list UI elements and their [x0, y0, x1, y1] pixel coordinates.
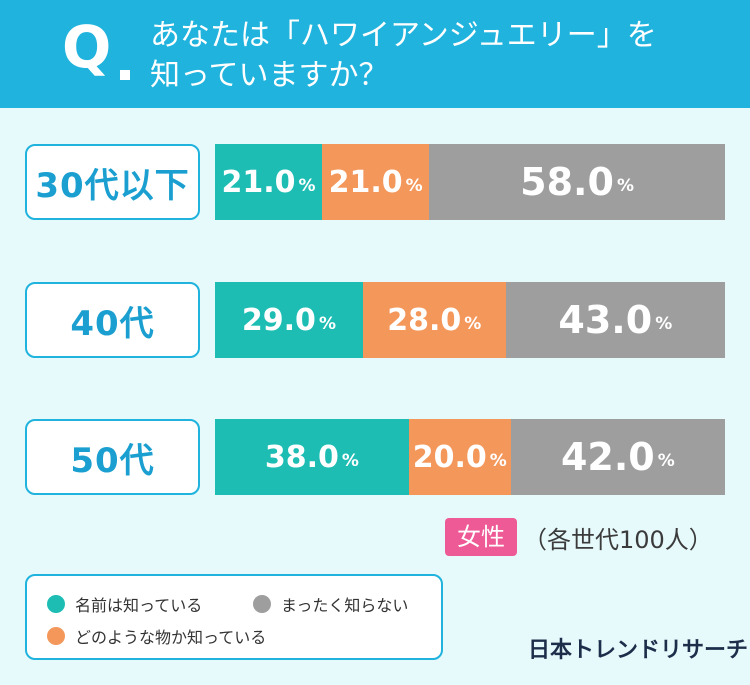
legend: 名前は知っている まったく知らない どのような物か知っている — [25, 574, 443, 660]
percent-sign: % — [341, 451, 359, 471]
legend-label: 名前は知っている — [75, 596, 203, 615]
legend-dot-orange — [47, 627, 65, 645]
gender-badge: 女性 — [445, 518, 517, 556]
bar-row: 21.0% 21.0% 58.0% — [215, 144, 725, 220]
q-mark: Q — [62, 13, 112, 81]
bar-segment: 29.0% — [215, 282, 363, 358]
data-label: 42.0 — [560, 435, 655, 479]
percent-sign: % — [405, 176, 423, 196]
bar-segment: 58.0% — [429, 144, 725, 220]
bar-segment: 21.0% — [322, 144, 430, 220]
legend-item-know-item: どのような物か知っている — [47, 624, 266, 648]
bar-segment: 20.0% — [408, 419, 511, 495]
data-label: 20.0 — [412, 439, 487, 475]
question-header: Q あなたは「ハワイアンジュエリー」を 知っていますか？ — [0, 0, 750, 108]
legend-item-know-name: 名前は知っている — [47, 592, 202, 616]
category-label: 30代以下 — [25, 144, 200, 220]
bar-segment: 42.0% — [510, 419, 725, 495]
brand-logo-text: 日本トレンドリサーチ — [528, 638, 749, 663]
sample-note: 女性 （各世代100人） — [445, 518, 713, 556]
sample-size-text: （各世代100人） — [523, 525, 713, 554]
percent-sign: % — [655, 314, 673, 334]
percent-sign: % — [616, 176, 634, 196]
legend-dot-teal — [47, 595, 65, 613]
legend-label: まったく知らない — [281, 596, 409, 615]
percent-sign: % — [489, 451, 507, 471]
bar-row: 38.0% 20.0% 42.0% — [215, 419, 725, 495]
data-label: 28.0 — [387, 302, 462, 338]
legend-dot-gray — [253, 595, 271, 613]
legend-item-dont-know: まったく知らない — [253, 592, 408, 616]
q-dot — [120, 70, 130, 80]
bar-segment: 38.0% — [215, 419, 409, 495]
question-line-2: 知っていますか？ — [150, 58, 389, 93]
percent-sign: % — [318, 314, 336, 334]
category-label: 40代 — [25, 282, 200, 358]
data-label: 58.0 — [520, 160, 614, 204]
question-text: あなたは「ハワイアンジュエリー」を 知っていますか？ — [150, 16, 657, 96]
data-label: 21.0 — [328, 164, 403, 200]
data-label: 21.0 — [221, 164, 296, 200]
bar-segment: 28.0% — [362, 282, 506, 358]
bar-segment: 43.0% — [505, 282, 725, 358]
percent-sign: % — [464, 314, 482, 334]
data-label: 38.0 — [264, 439, 339, 475]
data-label: 43.0 — [558, 298, 653, 342]
bar-row: 29.0% 28.0% 43.0% — [215, 282, 725, 358]
percent-sign: % — [657, 451, 675, 471]
question-line-1: あなたは「ハワイアンジュエリー」を — [150, 18, 657, 53]
category-label: 50代 — [25, 419, 200, 495]
percent-sign: % — [298, 176, 316, 196]
legend-label: どのような物か知っている — [75, 628, 267, 647]
bar-segment: 21.0% — [215, 144, 323, 220]
data-label: 29.0 — [241, 302, 316, 338]
